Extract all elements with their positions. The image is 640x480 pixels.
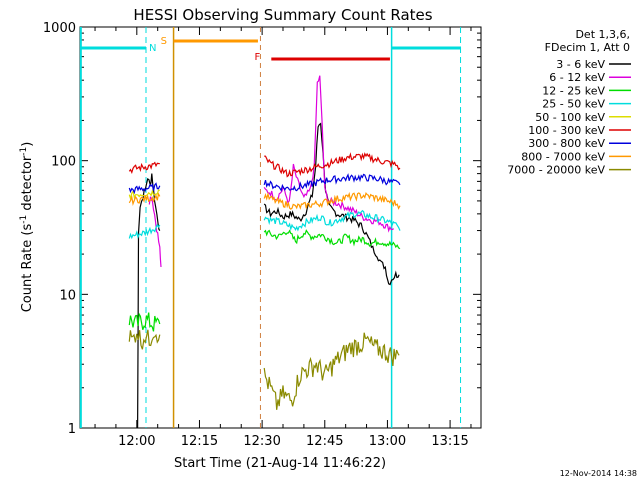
x-tick-label: 12:00 (118, 434, 155, 449)
series-line-3 (128, 223, 161, 240)
series-line-6 (128, 182, 161, 195)
series-line-2 (128, 312, 161, 332)
plot-frame (79, 26, 482, 429)
y-tick-label: 1 (68, 422, 76, 437)
y-tick-label: 10 (59, 288, 76, 303)
series-line-3 (263, 209, 401, 232)
series-line-2 (263, 229, 401, 250)
x-tick-label: 13:15 (431, 434, 468, 449)
series-line-6 (263, 173, 401, 192)
series-line-0 (137, 173, 161, 429)
series-line-0 (263, 122, 400, 286)
marker-label-n: N (149, 43, 156, 54)
legend-label: 12 - 25 keV (542, 84, 605, 97)
x-tick-label: 13:00 (369, 434, 406, 449)
series-line-7 (263, 191, 401, 210)
x-axis-label: Start Time (21-Aug-14 11:46:22) (174, 456, 386, 471)
chart-title: HESSI Observing Summary Count Rates (133, 6, 432, 24)
legend-label: 3 - 6 keV (556, 58, 605, 71)
series-line-8 (263, 332, 400, 410)
x-tick-label: 12:15 (181, 434, 218, 449)
y-tick-label: 1000 (43, 21, 76, 36)
legend-label: 6 - 12 keV (549, 71, 605, 84)
x-tick-label: 12:30 (243, 434, 280, 449)
series-line-8 (128, 329, 161, 350)
timestamp: 12-Nov-2014 14:38 (560, 469, 637, 478)
x-tick-label: 12:45 (306, 434, 343, 449)
legend-label: 25 - 50 keV (542, 98, 605, 111)
series-line-7 (128, 192, 161, 207)
legend-label: 100 - 300 keV (528, 124, 605, 137)
marker-label-f: F (254, 52, 260, 63)
legend-label: 50 - 100 keV (535, 111, 605, 124)
legend-label: 800 - 7000 keV (521, 150, 605, 163)
y-tick-label: 100 (51, 155, 76, 170)
legend-header-1: Det 1,3,6, (575, 28, 630, 41)
legend-label: 7000 - 20000 keV (507, 164, 605, 177)
legend-label: 300 - 800 keV (528, 137, 605, 150)
series-line-5 (264, 152, 401, 178)
legend-header-2: FDecim 1, Att 0 (545, 41, 630, 54)
marker-label-s: S (161, 36, 167, 47)
y-axis-label: Count Rate (s-1 detector-1) (19, 142, 35, 313)
series-line-5 (128, 161, 160, 175)
